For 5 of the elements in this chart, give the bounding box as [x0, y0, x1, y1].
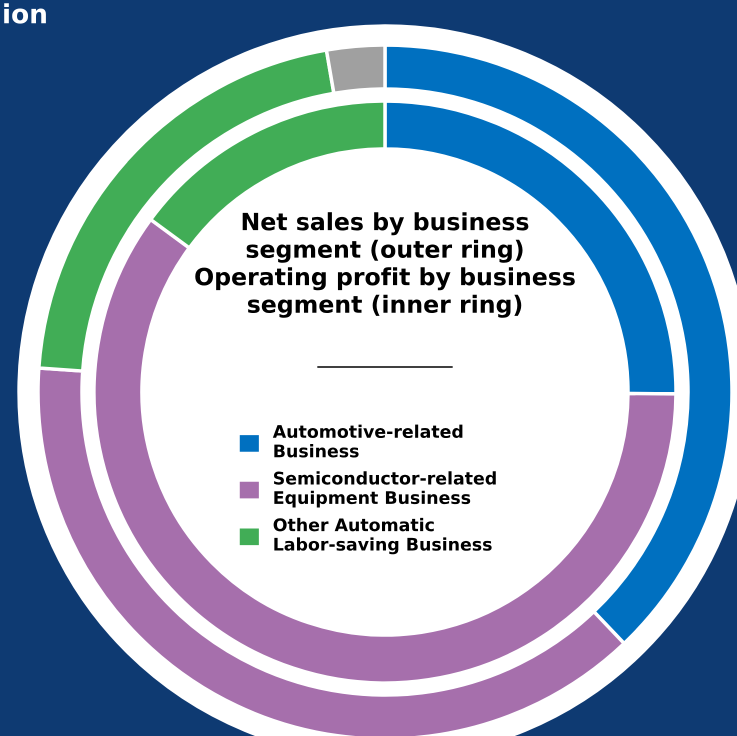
legend-label: Other Automatic Labor-saving Business: [274, 518, 492, 554]
legend-label: Semiconductor-related Equipment Business: [274, 471, 496, 508]
text: ion: [4, 3, 46, 24]
legend-label: Automotive-related Business: [272, 424, 462, 458]
text: Net sales by business segment (outer ring) Operating profit by business segment (inner ring): [195, 212, 575, 318]
